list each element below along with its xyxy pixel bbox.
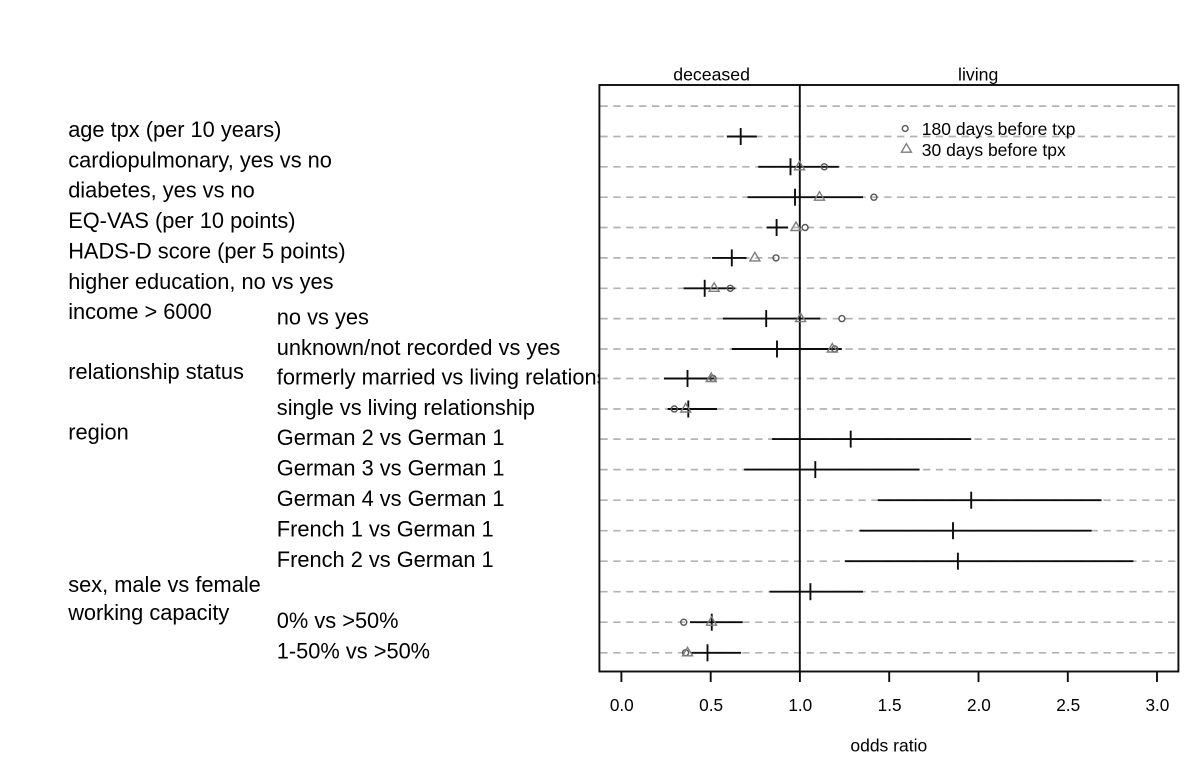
svg-text:HADS-D score (per 5 points): HADS-D score (per 5 points) — [68, 238, 345, 263]
svg-text:odds ratio: odds ratio — [850, 736, 927, 756]
svg-text:working capacity: working capacity — [67, 600, 229, 625]
svg-text:0.5: 0.5 — [699, 695, 723, 715]
svg-text:deceased: deceased — [673, 65, 750, 85]
svg-text:French 1 vs German 1: French 1 vs German 1 — [277, 517, 494, 542]
svg-text:2.0: 2.0 — [967, 695, 991, 715]
svg-text:unknown/not recorded vs yes: unknown/not recorded vs yes — [277, 335, 561, 360]
svg-text:relationship status: relationship status — [68, 359, 244, 384]
svg-text:formerly married vs living rel: formerly married vs living relationship — [277, 364, 637, 389]
svg-text:30 days before tpx: 30 days before tpx — [922, 140, 1066, 160]
svg-text:EQ-VAS (per 10 points): EQ-VAS (per 10 points) — [68, 208, 295, 233]
svg-text:age tpx (per 10 years): age tpx (per 10 years) — [68, 117, 281, 142]
svg-text:1-50% vs >50%: 1-50% vs >50% — [277, 639, 430, 664]
svg-text:1.5: 1.5 — [878, 695, 902, 715]
svg-text:sex, male vs female: sex, male vs female — [68, 572, 261, 597]
svg-text:French 2 vs German 1: French 2 vs German 1 — [277, 547, 494, 572]
svg-text:higher education, no vs yes: higher education, no vs yes — [68, 269, 333, 294]
svg-text:1.0: 1.0 — [788, 695, 812, 715]
svg-text:German 4 vs German 1: German 4 vs German 1 — [277, 486, 505, 511]
svg-text:180 days before txp: 180 days before txp — [922, 119, 1076, 139]
svg-text:no vs yes: no vs yes — [277, 304, 369, 329]
svg-text:3.0: 3.0 — [1145, 695, 1169, 715]
svg-text:single vs living relationship: single vs living relationship — [277, 395, 535, 420]
svg-text:cardiopulmonary, yes vs no: cardiopulmonary, yes vs no — [68, 147, 332, 172]
svg-text:0% vs >50%: 0% vs >50% — [277, 608, 399, 633]
svg-text:diabetes, yes vs no: diabetes, yes vs no — [68, 178, 255, 203]
svg-text:German 3 vs German 1: German 3 vs German 1 — [277, 455, 505, 480]
svg-text:0.0: 0.0 — [610, 695, 634, 715]
svg-text:income > 6000: income > 6000 — [68, 299, 212, 324]
svg-text:region: region — [68, 420, 129, 445]
svg-text:German 2 vs German 1: German 2 vs German 1 — [277, 425, 505, 450]
svg-text:2.5: 2.5 — [1056, 695, 1080, 715]
svg-text:living: living — [958, 65, 998, 85]
